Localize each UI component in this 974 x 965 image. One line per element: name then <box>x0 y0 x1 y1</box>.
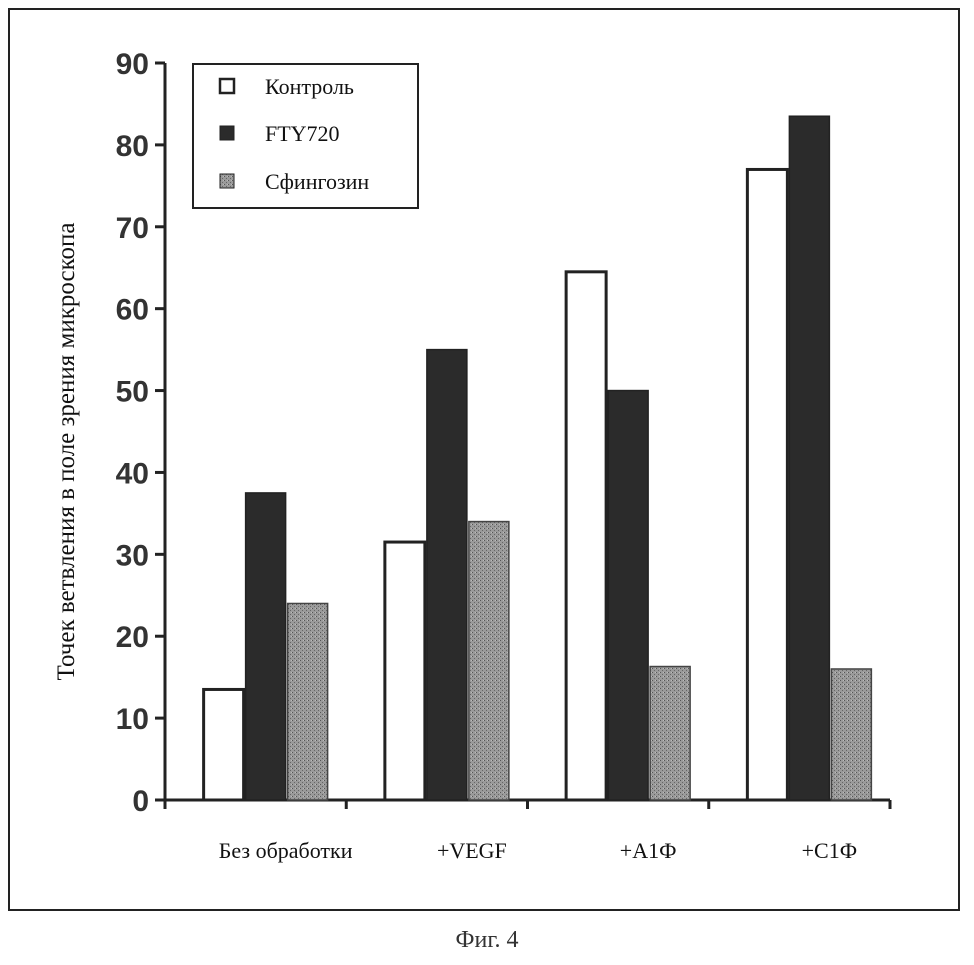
y-tick-label: 0 <box>132 785 149 818</box>
figure-caption: Фиг. 4 <box>0 927 974 954</box>
y-tick-label: 90 <box>116 48 149 81</box>
x-tick-label: +VEGF <box>437 838 507 863</box>
y-tick-label: 80 <box>116 130 149 163</box>
legend-swatch <box>220 79 234 93</box>
bar-sphingosine <box>288 603 328 800</box>
legend: Контроль FTY720 Сфингозин <box>193 64 418 208</box>
x-tick-label: +А1Ф <box>620 838 677 863</box>
bar-fty720 <box>608 391 648 800</box>
legend-label: FTY720 <box>265 121 340 146</box>
y-tick-label: 30 <box>116 539 149 572</box>
bars <box>204 116 872 800</box>
y-tick-label: 10 <box>116 703 149 736</box>
bar-fty720 <box>246 493 286 800</box>
bar-fty720 <box>427 350 467 800</box>
y-tick-label: 20 <box>116 621 149 654</box>
bar-control <box>747 169 787 800</box>
y-tick-label: 40 <box>116 457 149 490</box>
y-tick-label: 70 <box>116 212 149 245</box>
bar-fty720 <box>789 116 829 800</box>
x-tick-label: Без обработки <box>219 838 353 863</box>
legend-swatch <box>220 126 234 140</box>
x-tick-label: +С1Ф <box>802 838 857 863</box>
y-tick-label: 60 <box>116 294 149 327</box>
y-axis-label: Точек ветвления в поле зрения микроскопа <box>53 223 80 681</box>
bar-control <box>204 689 244 800</box>
bar-sphingosine <box>650 667 690 800</box>
legend-label: Контроль <box>265 74 354 99</box>
bar-control <box>385 542 425 800</box>
bar-chart: 0 10 20 30 40 50 60 70 80 90 Точек ветвления в пол… <box>0 0 974 920</box>
bar-control <box>566 272 606 800</box>
bar-sphingosine <box>469 522 509 800</box>
legend-swatch <box>220 174 234 188</box>
y-tick-label: 50 <box>116 376 149 409</box>
bar-sphingosine <box>831 669 871 800</box>
legend-label: Сфингозин <box>265 169 369 194</box>
